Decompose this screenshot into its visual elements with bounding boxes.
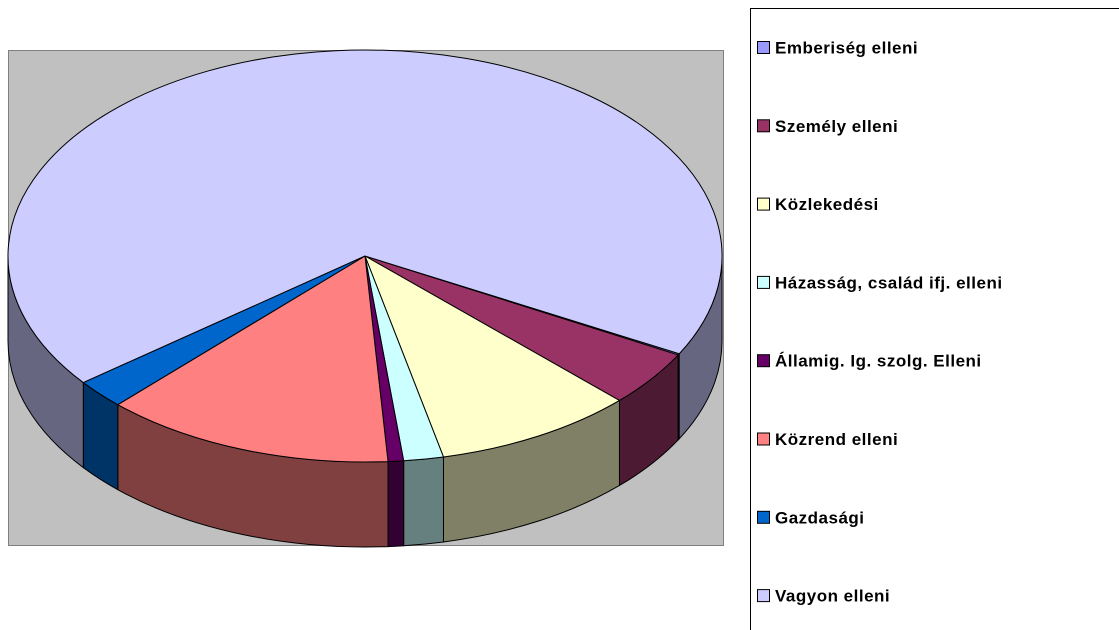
slice xyxy=(7,49,723,384)
legend-label: Emberiség elleni xyxy=(775,38,918,57)
legend-swatch xyxy=(757,41,770,54)
slice-side xyxy=(387,460,405,548)
legend-swatch xyxy=(757,510,770,524)
legend-label: Személy elleni xyxy=(775,117,898,136)
slice-side xyxy=(403,456,444,547)
legend-swatch xyxy=(757,197,770,211)
legend-label: Házasság, család ifj. elleni xyxy=(775,273,1003,292)
legend: Emberiség elleni Személy elleni Közlekedés… xyxy=(757,38,1003,606)
legend-swatch xyxy=(757,589,770,603)
pie xyxy=(7,49,723,548)
slice xyxy=(364,254,621,458)
legend-label: Közrend elleni xyxy=(775,430,898,449)
legend-swatch xyxy=(757,119,770,133)
legend-label: Közlekedési xyxy=(775,195,879,214)
legend-label: Gazdasági xyxy=(775,508,865,527)
legend-swatch xyxy=(757,354,770,368)
legend-swatch xyxy=(757,432,770,446)
slice xyxy=(116,255,389,463)
legend-box xyxy=(750,8,1119,630)
legend-label: Vagyon elleni xyxy=(775,587,890,606)
legend-swatch xyxy=(757,275,770,289)
legend-label: Államig. Ig. szolg. Elleni xyxy=(775,352,982,371)
